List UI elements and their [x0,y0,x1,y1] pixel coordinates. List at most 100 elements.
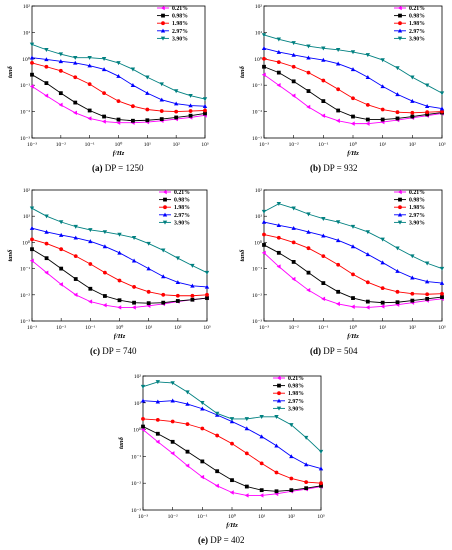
y-axis-label: tanδ [7,249,14,262]
legend-marker [162,212,168,217]
data-point [261,72,266,77]
data-point [276,201,282,206]
caption-b: (b) DP = 932 [310,163,358,173]
legend-marker [162,189,167,195]
data-point [200,474,205,480]
y-tick-label: 10¹ [255,214,263,220]
data-point [365,121,370,126]
data-point [87,63,92,68]
data-point [117,232,122,237]
data-point [365,230,371,235]
data-point [261,219,267,224]
data-point [395,92,400,97]
data-point [365,280,370,285]
data-point [44,81,49,86]
legend-marker [161,21,165,26]
data-point [146,301,151,306]
data-point [335,301,340,307]
legend-marker [397,36,403,41]
legend-label: 3.90% [174,220,190,226]
legend-label: 1.98% [288,391,304,397]
legend-label: 1.98% [409,205,425,211]
data-point [30,72,34,77]
data-point [170,398,175,403]
data-point [58,282,63,287]
data-point [380,260,385,265]
data-point [259,461,264,466]
data-point [244,426,250,431]
data-point [58,59,64,64]
data-point [101,57,107,61]
data-point [335,118,340,123]
data-point [87,108,92,113]
data-point [306,229,311,234]
data-point [132,300,136,305]
y-tick-label: 10⁻¹ [20,267,30,273]
data-point [229,419,235,424]
legend-label: 0.21% [288,376,304,382]
legend-label: 0.21% [174,190,190,196]
legend-label: 0.21% [409,6,425,12]
data-point [291,93,296,98]
data-point [88,299,93,304]
data-point [306,246,311,251]
x-tick-label: 10¹ [379,142,387,148]
data-point [88,262,93,266]
chart-panel-d: 10⁻³ 10⁻² 10⁻¹ 10⁰ 10¹ 10² 10³ 10⁻³ 10⁻² 10⁻¹ 10⁰ 1… [239,188,446,340]
x-tick-label: 10³ [317,514,325,520]
data-point [161,274,166,279]
x-tick-label: 10⁻¹ [85,325,95,331]
data-point [159,82,164,87]
data-point [380,300,385,305]
data-point [170,451,175,456]
data-point [289,454,294,459]
data-point [58,102,63,108]
data-point [130,83,136,87]
legend: 0.21% 0.98%1.98% 2.97%3.90% [394,5,425,42]
data-point [29,84,34,89]
legend-marker [397,220,403,225]
series-line [263,58,443,114]
series-line [263,234,443,295]
legend-marker [160,5,165,11]
data-point [102,91,106,96]
legend-label: 2.97% [174,213,190,219]
data-point [73,224,78,229]
data-point [215,433,220,438]
y-axis-label: tanδ [239,65,246,78]
legend-marker [163,197,167,202]
data-point [395,268,400,273]
data-point [276,250,281,255]
data-point [131,305,136,310]
y-tick-label: 10¹ [134,401,142,407]
data-point [274,415,279,420]
data-point [174,109,179,114]
data-point [321,99,326,103]
x-tick-label: 10² [288,514,296,520]
x-tick-label: 10⁰ [349,324,358,331]
data-point [380,107,385,112]
data-point [141,424,145,429]
data-point [380,237,385,242]
x-tick-label: 10¹ [144,142,152,148]
data-point [289,488,294,493]
y-tick-label: 10⁻¹ [20,83,30,89]
x-tick-label: 10⁰ [228,513,237,520]
series-line [142,429,322,496]
x-tick-label: 10³ [203,325,211,331]
x-tick-label: 10⁰ [115,141,124,148]
data-point [410,254,415,259]
data-point [230,478,234,483]
data-point [350,244,356,249]
data-point [336,289,341,294]
data-point [185,449,190,454]
data-point [291,41,296,46]
data-point [440,109,444,114]
data-point [103,270,107,275]
data-point [29,42,35,47]
data-point [306,104,311,110]
data-point [44,256,49,261]
data-point [274,470,279,475]
legend-label: 0.21% [172,6,188,12]
x-axis-label: f/Hz [226,522,238,529]
